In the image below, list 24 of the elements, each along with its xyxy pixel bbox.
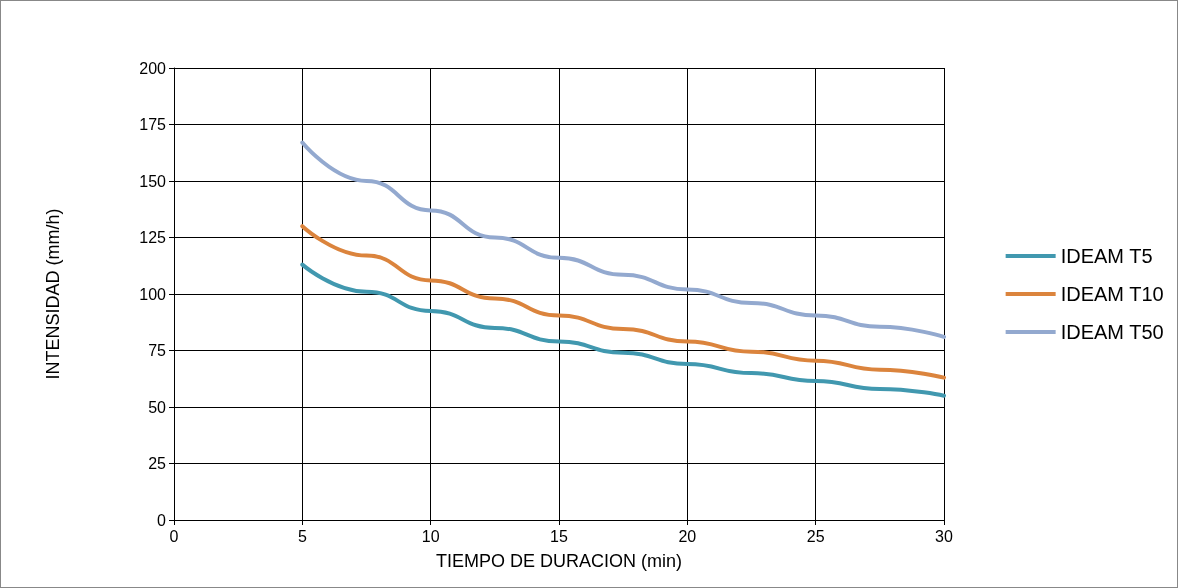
y-tick-label: 0: [157, 511, 167, 529]
x-tick-label: 0: [169, 527, 179, 545]
y-tick-label: 50: [148, 398, 167, 416]
line-series: [300, 224, 946, 380]
line-series: [300, 262, 946, 398]
y-axis-title: INTENSIDAD (mm/h): [43, 208, 63, 380]
x-tick-label: 25: [806, 527, 825, 545]
x-tick-label: 10: [421, 527, 440, 545]
y-tick-label: 75: [148, 342, 167, 359]
y-tick-label: 200: [139, 59, 167, 77]
y-tick-label: 175: [139, 116, 167, 133]
x-tick-label: 30: [935, 527, 953, 545]
line-series: [300, 140, 946, 339]
x-tick-label: 15: [550, 527, 568, 545]
x-axis-title: TIEMPO DE DURACION (min): [435, 551, 683, 571]
x-tick-label: 20: [678, 527, 697, 545]
legend-label: IDEAM T50: [1060, 321, 1164, 343]
y-tick-label: 125: [139, 229, 167, 246]
y-tick-label: 25: [148, 455, 167, 472]
y-tick-label: 150: [139, 172, 167, 190]
x-tick-label: 5: [297, 527, 307, 545]
legend-label: IDEAM T10: [1060, 283, 1164, 305]
legend-label: IDEAM T5: [1060, 245, 1153, 267]
y-tick-label: 100: [139, 285, 167, 303]
